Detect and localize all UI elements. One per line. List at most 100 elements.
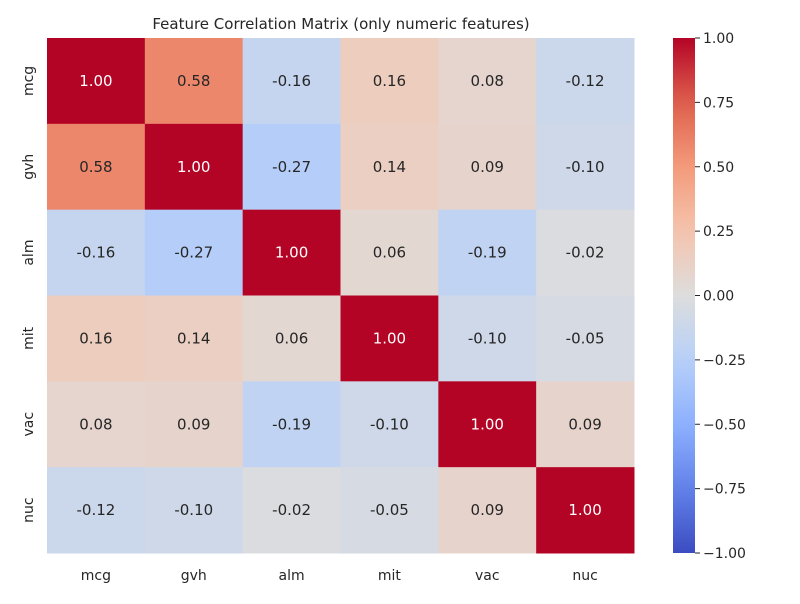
- heatmap-cell-label-mcg-mit: 0.16: [373, 72, 406, 90]
- heatmap-cell-label-mcg-gvh: 0.58: [177, 72, 210, 90]
- chart-title: Feature Correlation Matrix (only numeric…: [152, 15, 529, 33]
- heatmap-cell-label-mit-nuc: -0.05: [566, 329, 605, 347]
- heatmap-cell-alm-mit: [340, 209, 439, 296]
- heatmap-cell-nuc-gvh: [144, 467, 244, 554]
- heatmap-cell-label-alm-mcg: -0.16: [77, 244, 116, 262]
- heatmap-cell-label-vac-mit: -0.10: [370, 415, 409, 433]
- heatmap-cell-alm-gvh: [144, 209, 244, 296]
- heatmap-cell-label-gvh-alm: -0.27: [272, 158, 311, 176]
- heatmap-cell-label-alm-nuc: -0.02: [566, 244, 605, 262]
- heatmap-cell-mit-alm: [242, 295, 341, 382]
- heatmap-cell-mcg-vac: [438, 38, 537, 125]
- heatmap-cell-mcg-mit: [340, 38, 439, 125]
- colorbar-tick-label: −0.25: [703, 353, 746, 369]
- y-tick-label-gvh: gvh: [21, 154, 37, 180]
- colorbar-tick-label: 1.00: [703, 31, 734, 47]
- heatmap-cell-nuc-mit: [340, 467, 439, 554]
- heatmap-cell-label-vac-vac: 1.00: [471, 415, 504, 433]
- heatmap-cell-mit-vac: [438, 295, 537, 382]
- heatmap-cell-gvh-gvh: [144, 123, 244, 211]
- x-tick-label-nuc: nuc: [572, 568, 597, 584]
- heatmap-cell-gvh-nuc: [536, 123, 635, 211]
- heatmap-cell-vac-vac: [438, 381, 537, 468]
- heatmap-cell-alm-mcg: [47, 209, 146, 296]
- heatmap-cell-label-gvh-mit: 0.14: [373, 158, 406, 176]
- x-tick-label-alm: alm: [279, 568, 305, 584]
- heatmap-cell-label-vac-alm: -0.19: [272, 415, 311, 433]
- heatmap-cell-label-mit-vac: -0.10: [468, 329, 507, 347]
- heatmap-cell-nuc-alm: [242, 467, 341, 554]
- heatmap-cell-nuc-mcg: [47, 467, 146, 554]
- heatmap-cell-mit-nuc: [536, 295, 635, 382]
- heatmap-cell-mcg-gvh: [144, 38, 244, 125]
- heatmap-cell-label-alm-vac: -0.19: [468, 244, 507, 262]
- colorbar-tick-label: 0.75: [703, 95, 734, 111]
- heatmap-cell-label-alm-mit: 0.06: [373, 244, 406, 262]
- colorbar: [673, 38, 695, 553]
- heatmap-cell-label-mcg-mcg: 1.00: [79, 72, 112, 90]
- heatmap-cell-gvh-mcg: [47, 123, 146, 211]
- y-tick-label-alm: alm: [21, 240, 37, 266]
- heatmap-cell-label-nuc-nuc: 1.00: [568, 501, 601, 519]
- heatmap-cell-gvh-vac: [438, 123, 537, 211]
- heatmap-cell-alm-alm: [242, 209, 341, 296]
- heatmap-cell-label-alm-alm: 1.00: [275, 244, 308, 262]
- heatmap-cell-label-vac-gvh: 0.09: [177, 415, 210, 433]
- y-tick-label-mit: mit: [21, 326, 37, 350]
- heatmap-cell-mcg-nuc: [536, 38, 635, 125]
- heatmap-cell-vac-mit: [340, 381, 439, 468]
- heatmap-cell-vac-gvh: [144, 381, 244, 468]
- heatmap-cell-label-mit-gvh: 0.14: [177, 329, 210, 347]
- colorbar-tick-label: −0.50: [703, 417, 746, 433]
- heatmap-cell-label-nuc-gvh: -0.10: [174, 501, 213, 519]
- heatmap-cell-mcg-alm: [242, 38, 341, 125]
- heatmap-cell-label-gvh-vac: 0.09: [471, 158, 504, 176]
- heatmap-cell-label-gvh-gvh: 1.00: [177, 158, 210, 176]
- heatmap-cell-label-vac-mcg: 0.08: [79, 415, 112, 433]
- colorbar-tick-label: 0.00: [703, 289, 734, 305]
- y-tick-label-vac: vac: [21, 412, 37, 437]
- heatmap-cell-label-nuc-vac: 0.09: [471, 501, 504, 519]
- colorbar-tick-label: 0.25: [703, 224, 734, 240]
- x-tick-label-mit: mit: [378, 568, 402, 584]
- y-axis-tick-labels: mcg gvh alm mit vac nuc: [21, 66, 37, 523]
- heatmap-cell-mit-mcg: [47, 295, 146, 382]
- x-tick-label-gvh: gvh: [181, 568, 207, 584]
- heatmap-cell-vac-alm: [242, 381, 341, 468]
- heatmap-cell-label-alm-gvh: -0.27: [174, 244, 213, 262]
- heatmap-cell-label-mit-alm: 0.06: [275, 329, 308, 347]
- colorbar-tick-label: −1.00: [703, 546, 746, 562]
- heatmap-cell-label-mit-mit: 1.00: [373, 329, 406, 347]
- heatmap-cell-mit-mit: [340, 295, 439, 382]
- heatmap-cell-label-vac-nuc: 0.09: [568, 415, 601, 433]
- heatmap-cells: 1.00 0.58 -0.16 0.16 0.08 -0.12 0.58 1.00 -0.27 0…: [47, 38, 635, 554]
- y-tick-label-mcg: mcg: [21, 66, 37, 96]
- heatmap-cell-label-mit-mcg: 0.16: [79, 329, 112, 347]
- heatmap-cell-label-mcg-vac: 0.08: [471, 72, 504, 90]
- heatmap-cell-label-nuc-mcg: -0.12: [77, 501, 116, 519]
- heatmap-cell-gvh-alm: [242, 123, 341, 211]
- x-axis-tick-labels: mcg gvh alm mit vac nuc: [81, 568, 598, 584]
- heatmap-cell-mcg-mcg: [47, 38, 146, 125]
- colorbar-tick-label: −0.75: [703, 482, 746, 498]
- heatmap-cell-vac-mcg: [47, 381, 146, 468]
- colorbar-tick-label: 0.50: [703, 160, 734, 176]
- heatmap-cell-alm-nuc: [536, 209, 635, 296]
- heatmap-cell-alm-vac: [438, 209, 537, 296]
- heatmap-cell-nuc-vac: [438, 467, 537, 554]
- heatmap-cell-label-nuc-mit: -0.05: [370, 501, 409, 519]
- heatmap-cell-label-gvh-mcg: 0.58: [79, 158, 112, 176]
- heatmap-cell-label-mcg-alm: -0.16: [272, 72, 311, 90]
- heatmap-cell-label-gvh-nuc: -0.10: [566, 158, 605, 176]
- colorbar-ticks: 1.00 0.75 0.50 0.25 0.00 −0.25 −0.50 −0.75 −1.00: [695, 31, 746, 562]
- heatmap-cell-gvh-mit: [340, 123, 439, 211]
- x-tick-label-mcg: mcg: [81, 568, 111, 584]
- x-tick-label-vac: vac: [475, 568, 500, 584]
- heatmap-cell-label-nuc-alm: -0.02: [272, 501, 311, 519]
- heatmap-cell-vac-nuc: [536, 381, 635, 468]
- heatmap-cell-mit-gvh: [144, 295, 244, 382]
- y-tick-label-nuc: nuc: [21, 497, 37, 522]
- heatmap-cell-label-mcg-nuc: -0.12: [566, 72, 605, 90]
